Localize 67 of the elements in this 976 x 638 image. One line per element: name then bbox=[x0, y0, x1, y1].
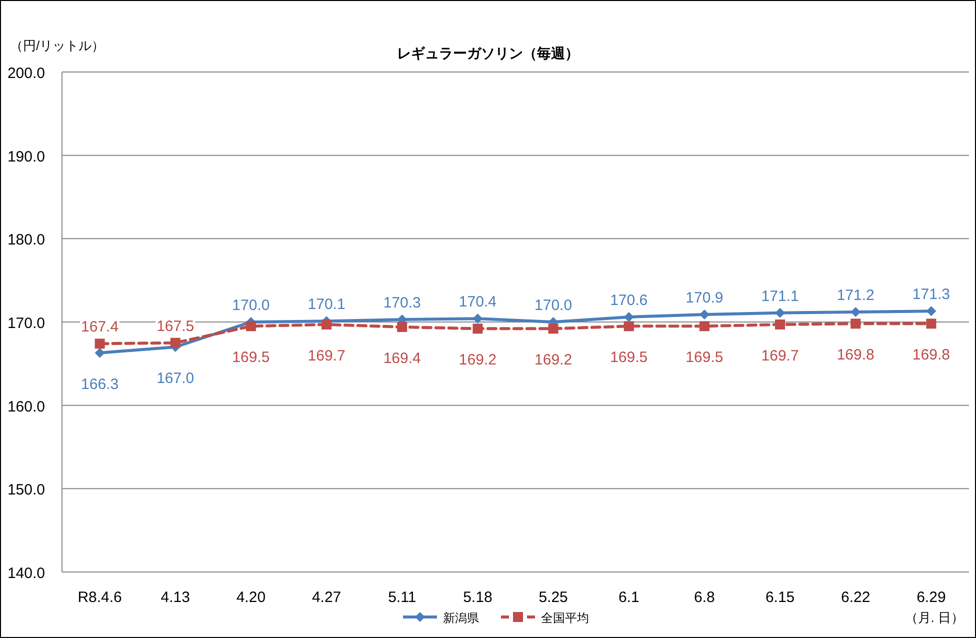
data-label: 167.4 bbox=[81, 318, 119, 336]
point bbox=[850, 318, 861, 329]
point bbox=[548, 324, 558, 334]
point bbox=[926, 318, 936, 329]
point bbox=[246, 321, 256, 332]
data-label: 170.1 bbox=[308, 296, 346, 314]
point bbox=[926, 306, 936, 316]
chart-title: レギュラーガソリン（毎週） bbox=[397, 45, 579, 61]
x-tick-label: 5.25 bbox=[538, 589, 568, 606]
data-label: 170.4 bbox=[458, 294, 496, 311]
y-tick-label: 140.0 bbox=[7, 565, 45, 582]
point bbox=[699, 321, 710, 332]
data-label: 169.7 bbox=[761, 348, 799, 364]
x-tick-label: 4.20 bbox=[236, 589, 266, 606]
data-label: 170.0 bbox=[232, 297, 270, 314]
data-label: 170.3 bbox=[383, 294, 421, 312]
point bbox=[94, 348, 105, 358]
data-label: 169.5 bbox=[232, 349, 270, 366]
point bbox=[775, 320, 786, 330]
data-label: 169.5 bbox=[610, 349, 648, 366]
x-tick-label: 6.8 bbox=[694, 589, 715, 606]
data-label: 169.8 bbox=[912, 346, 950, 364]
point bbox=[624, 312, 634, 322]
point bbox=[94, 338, 105, 349]
data-label: 169.2 bbox=[458, 352, 496, 369]
x-tick-label: 6.15 bbox=[765, 589, 795, 606]
data-label: 167.5 bbox=[156, 318, 194, 335]
x-tick-label: 4.13 bbox=[160, 589, 190, 606]
y-tick-label: 150.0 bbox=[7, 482, 45, 499]
point bbox=[699, 310, 710, 320]
x-tick-label: R8.4.6 bbox=[78, 589, 122, 606]
y-tick-label: 200.0 bbox=[7, 65, 45, 82]
data-label: 166.3 bbox=[81, 376, 119, 393]
data-label: 170.6 bbox=[610, 292, 648, 309]
x-axis-title: （月. 日） bbox=[904, 610, 964, 625]
data-label: 170.9 bbox=[686, 290, 724, 306]
legend-label: 新潟県 bbox=[443, 611, 479, 625]
x-tick-label: 5.11 bbox=[388, 589, 416, 606]
data-label: 171.2 bbox=[836, 287, 874, 304]
data-label: 167.0 bbox=[156, 370, 194, 387]
data-label: 169.5 bbox=[686, 349, 724, 366]
point bbox=[322, 320, 332, 330]
data-label: 169.2 bbox=[534, 352, 572, 369]
point bbox=[850, 307, 861, 317]
point bbox=[472, 324, 483, 334]
point bbox=[472, 314, 483, 324]
data-label: 169.4 bbox=[383, 350, 421, 367]
x-tick-label: 6.22 bbox=[841, 589, 870, 606]
point bbox=[624, 321, 634, 332]
y-tick-label: 170.0 bbox=[7, 315, 45, 332]
point bbox=[775, 308, 786, 318]
x-tick-label: 6.29 bbox=[916, 589, 946, 606]
y-axis-title: （円/リットル） bbox=[10, 38, 105, 53]
data-label: 171.3 bbox=[912, 286, 950, 304]
data-label: 169.8 bbox=[836, 346, 874, 364]
y-tick-label: 190.0 bbox=[7, 148, 45, 166]
y-tick-label: 160.0 bbox=[7, 398, 45, 416]
point bbox=[170, 338, 180, 348]
data-label: 171.1 bbox=[761, 288, 799, 305]
data-label: 170.0 bbox=[534, 297, 572, 314]
x-tick-label: 5.18 bbox=[463, 589, 492, 606]
y-tick-label: 180.0 bbox=[7, 232, 45, 249]
legend-label: 全国平均 bbox=[541, 611, 589, 625]
x-tick-label: 4.27 bbox=[312, 589, 342, 606]
data-label: 169.7 bbox=[308, 348, 346, 364]
point bbox=[397, 322, 408, 332]
x-tick-label: 6.1 bbox=[618, 589, 640, 606]
